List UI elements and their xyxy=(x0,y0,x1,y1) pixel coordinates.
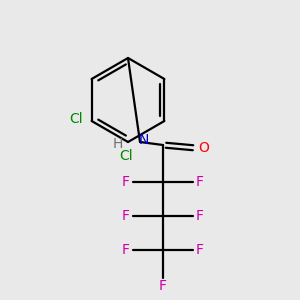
Text: F: F xyxy=(196,243,204,257)
Text: F: F xyxy=(159,279,167,293)
Text: Cl: Cl xyxy=(119,149,133,163)
Text: F: F xyxy=(122,209,130,223)
Text: O: O xyxy=(199,141,209,155)
Text: F: F xyxy=(122,175,130,189)
Text: F: F xyxy=(196,209,204,223)
Text: F: F xyxy=(122,243,130,257)
Text: N: N xyxy=(139,133,149,147)
Text: Cl: Cl xyxy=(69,112,82,126)
Text: H: H xyxy=(113,137,123,151)
Text: F: F xyxy=(196,175,204,189)
